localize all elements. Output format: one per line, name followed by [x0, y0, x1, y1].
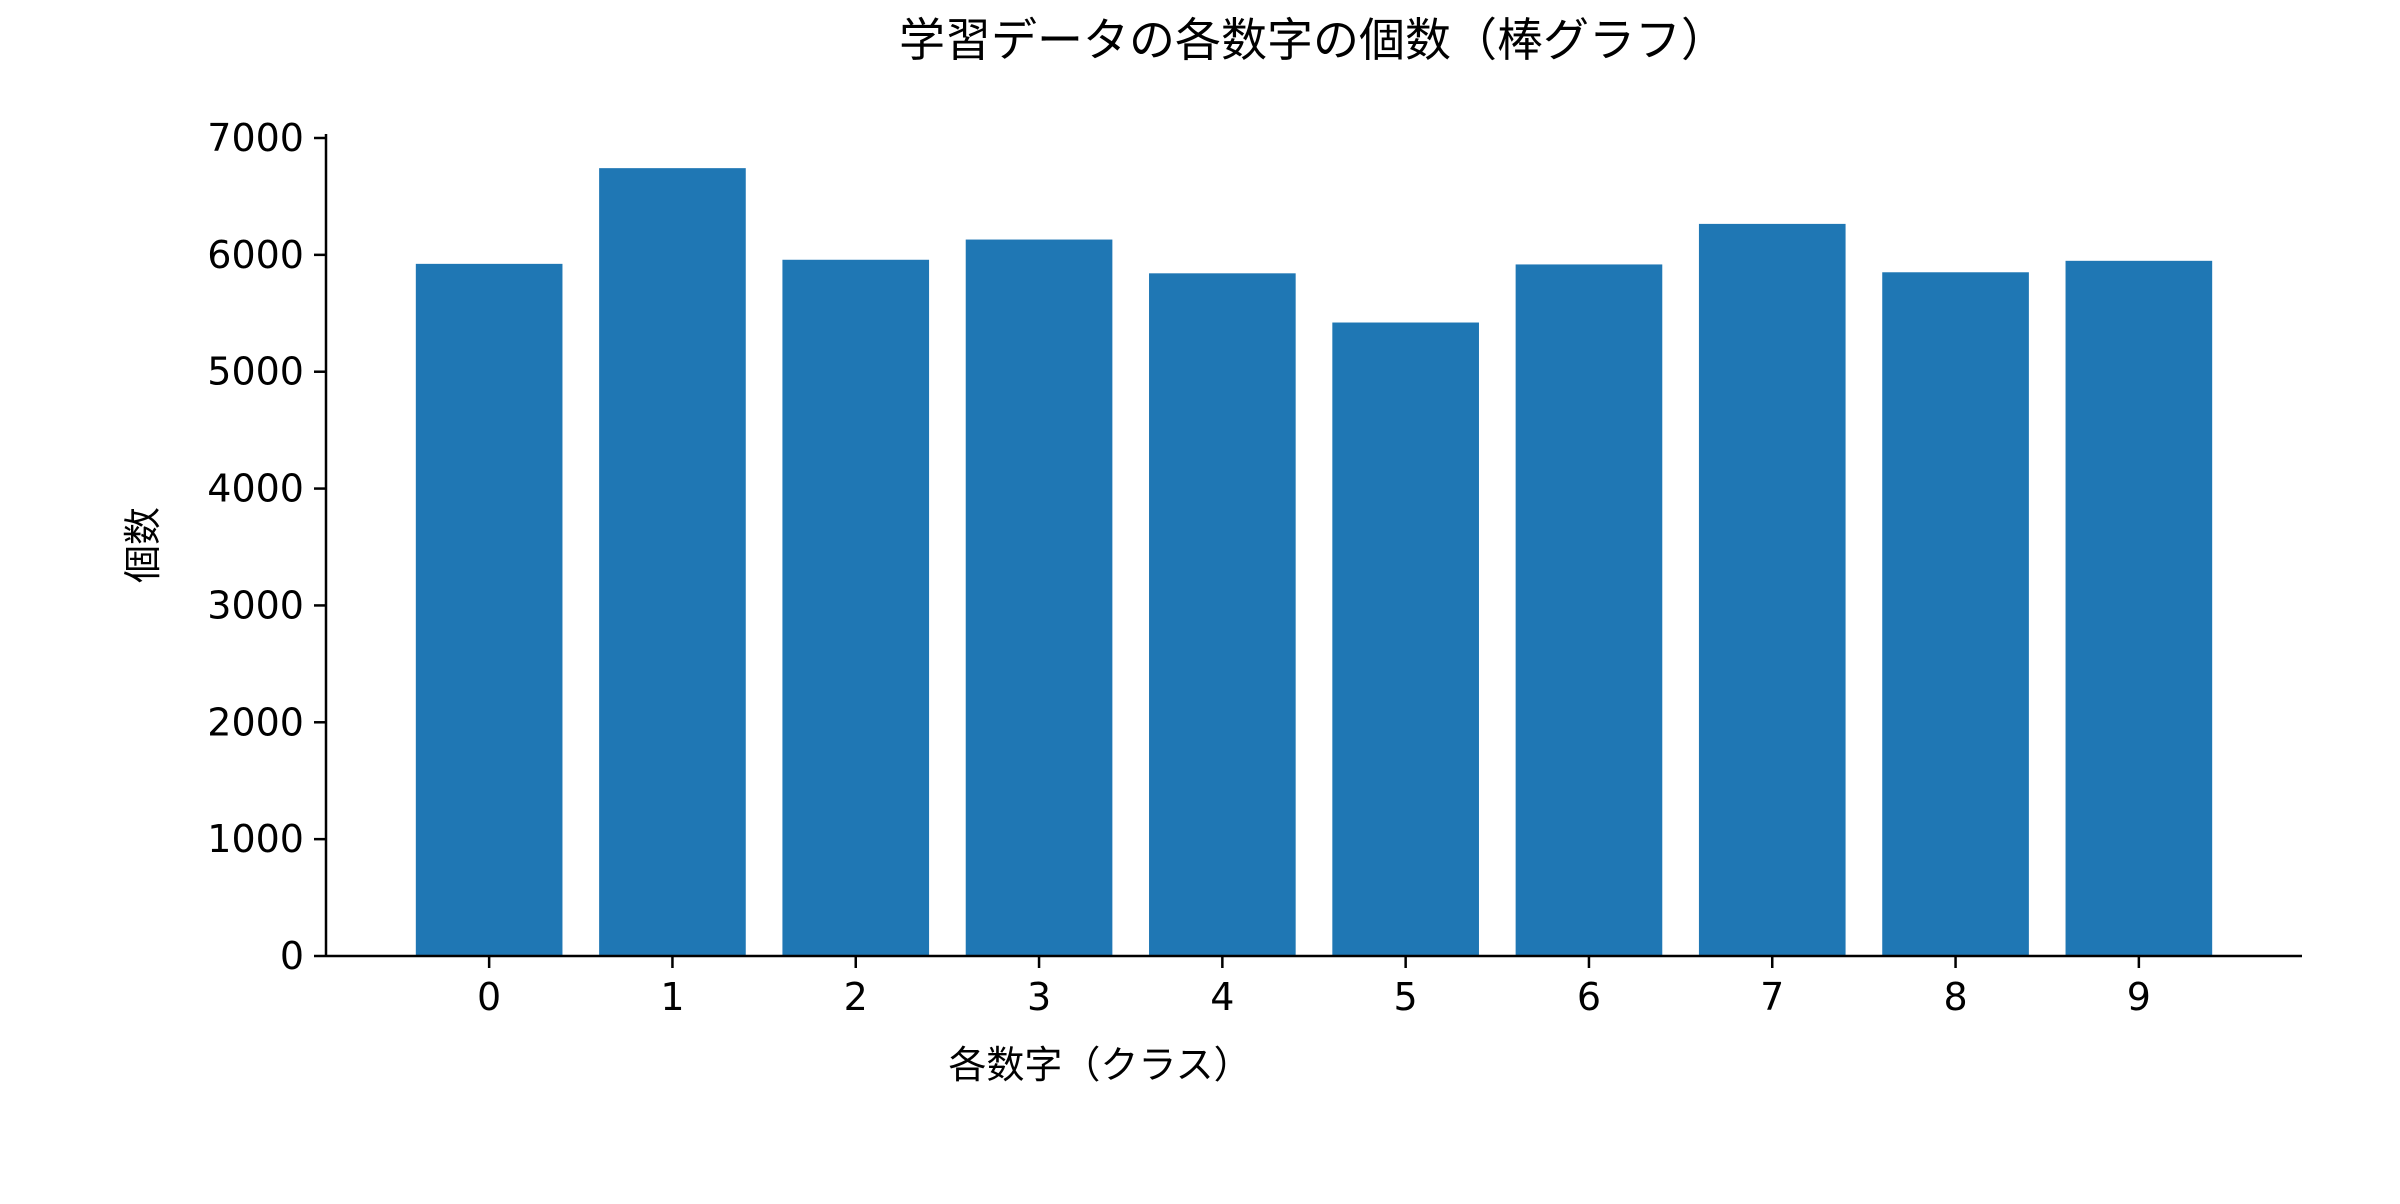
y-axis-label: 個数 [121, 507, 165, 583]
bar-0 [415, 263, 563, 957]
y-tick-label: 5000 [207, 350, 304, 394]
bar-3 [965, 239, 1113, 957]
y-tick-label: 6000 [207, 233, 304, 277]
chart-title: 学習データの各数字の個数（棒グラフ） [899, 13, 1727, 67]
y-tick-label: 3000 [207, 583, 304, 627]
x-axis: 0 1 2 3 4 5 6 7 8 9 [326, 954, 2302, 1019]
bar-6 [1515, 264, 1663, 956]
bar-7 [1698, 223, 1846, 956]
bar-2 [782, 259, 930, 956]
x-tick-label: 9 [2127, 975, 2151, 1019]
bar-8 [1882, 272, 2029, 956]
bar-9 [2065, 260, 2213, 956]
y-tick-label: 7000 [207, 116, 304, 160]
y-tick-label: 0 [280, 934, 304, 978]
y-axis: 0 1000 2000 3000 4000 5000 6000 7000 [207, 116, 328, 978]
bars-group [415, 168, 2213, 957]
x-tick-label: 0 [477, 975, 501, 1019]
x-tick-label: 4 [1210, 975, 1234, 1019]
x-tick-label: 5 [1394, 975, 1418, 1019]
y-tick-label: 1000 [207, 817, 304, 861]
x-tick-label: 2 [844, 975, 868, 1019]
bar-4 [1149, 273, 1296, 956]
y-tick-label: 2000 [207, 700, 304, 744]
x-tick-label: 7 [1760, 975, 1784, 1019]
x-tick-label: 8 [1943, 975, 1967, 1019]
x-tick-label: 6 [1577, 975, 1601, 1019]
x-tick-label: 1 [660, 975, 684, 1019]
bar-5 [1332, 322, 1479, 956]
x-tick-label: 3 [1027, 975, 1051, 1019]
y-tick-label: 4000 [207, 467, 304, 511]
bar-1 [599, 168, 746, 956]
x-axis-label: 各数字（クラス） [948, 1043, 1251, 1087]
